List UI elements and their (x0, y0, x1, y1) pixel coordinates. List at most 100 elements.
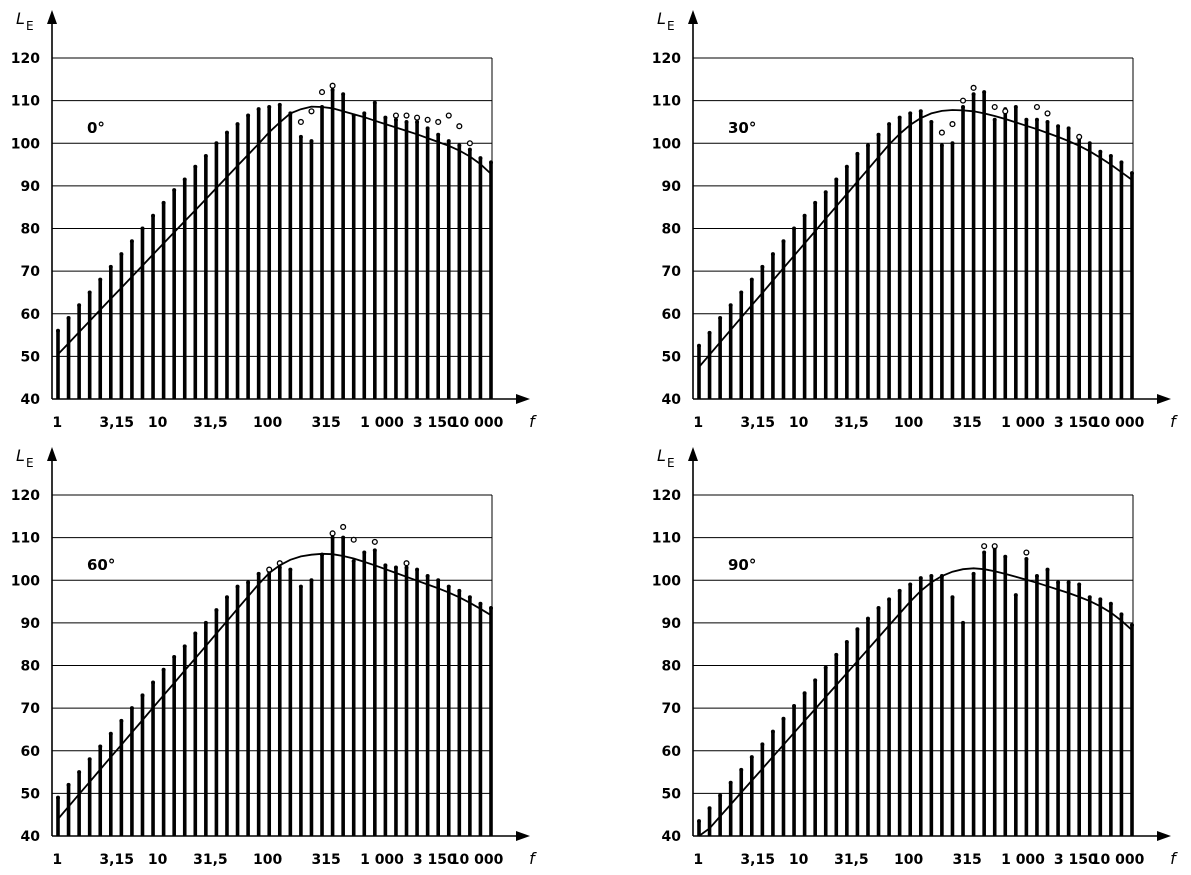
bar (151, 215, 155, 399)
bar-cap (1056, 124, 1061, 129)
open-circle-point (308, 108, 315, 115)
y-tick-label: 80 (21, 222, 41, 238)
bar-cap (844, 640, 849, 645)
bar-cap (129, 239, 134, 244)
bar (1077, 584, 1081, 836)
y-tick-label: 50 (662, 349, 682, 365)
angle-annotation: 60° (87, 556, 115, 574)
open-circle-point (318, 89, 326, 96)
bar (961, 107, 965, 400)
bar (225, 597, 229, 836)
bar-cap (697, 819, 701, 824)
bar-cap (235, 584, 240, 589)
bar (1035, 119, 1039, 400)
bar (256, 109, 261, 400)
bar (193, 166, 198, 399)
bar (1066, 582, 1071, 836)
x-tick-label: 10 000 (1091, 852, 1145, 868)
bar (130, 241, 134, 399)
bar-cap (478, 156, 483, 161)
bar (394, 567, 398, 836)
open-circle-point (403, 560, 410, 567)
bar-cap (467, 147, 472, 152)
bar (802, 215, 807, 399)
open-circle-point (371, 538, 378, 545)
bar-cap (129, 706, 134, 711)
bar-cap (66, 316, 71, 321)
bar-cap (1034, 117, 1039, 122)
x-axis-arrow (516, 831, 530, 841)
bar-cap (140, 226, 145, 231)
bar-cap (151, 213, 156, 218)
open-circle-point (1002, 108, 1009, 115)
bar-cap (383, 115, 388, 120)
bar-cap (224, 595, 229, 600)
bar (802, 693, 807, 836)
bar-cap (823, 190, 828, 195)
bar (834, 654, 839, 836)
bar (109, 266, 113, 399)
bar (277, 567, 282, 836)
bar (728, 305, 733, 399)
bar (739, 769, 744, 836)
x-tick-label: 100 (253, 415, 282, 431)
bar-cap (1108, 601, 1113, 606)
bar (478, 158, 483, 399)
bar (1035, 575, 1039, 836)
bar-cap (802, 691, 807, 696)
bar-cap (309, 139, 314, 144)
bar-cap (330, 535, 335, 540)
x-tick-label: 10 (148, 415, 168, 431)
bar-cap (1098, 597, 1103, 602)
fitted-curve (698, 109, 1133, 368)
bar-cap (383, 563, 388, 568)
bar (1098, 151, 1103, 399)
bar (887, 599, 891, 836)
bar-cap (288, 567, 293, 572)
bar (404, 567, 409, 836)
y-axis-label-sub: E (26, 19, 34, 33)
y-tick-label: 60 (662, 744, 682, 760)
bar (697, 345, 701, 399)
bar-cap (457, 588, 462, 593)
x-tick-label: 1 000 (1001, 415, 1045, 431)
bar (351, 115, 356, 399)
bar-cap (728, 780, 733, 785)
bar-cap (467, 595, 472, 600)
y-tick-label: 90 (21, 179, 41, 195)
bar-cap (982, 90, 987, 95)
bar-cap (1119, 612, 1124, 617)
x-tick-label: 10 (789, 415, 809, 431)
bar (961, 622, 965, 836)
x-tick-label: 1 000 (360, 852, 404, 868)
y-tick-label: 110 (11, 94, 40, 110)
bar-cap (908, 582, 913, 587)
angle-annotation: 30° (728, 119, 756, 137)
bar (235, 124, 240, 399)
bar (362, 552, 367, 836)
bar-cap (792, 703, 797, 708)
open-circle-point (350, 536, 357, 543)
bar-cap (918, 109, 923, 114)
bar-cap (834, 652, 839, 657)
bar-cap (1013, 593, 1018, 598)
bar (918, 111, 923, 399)
bar (214, 610, 219, 836)
bar (918, 578, 923, 836)
bar (341, 537, 345, 836)
bar (823, 667, 828, 836)
bar-cap (330, 87, 335, 92)
bar-cap (718, 793, 723, 798)
y-tick-label: 120 (652, 51, 681, 67)
open-circle-point (991, 103, 998, 111)
bar (1014, 595, 1018, 836)
open-circle-point (414, 114, 421, 121)
chart-panel-1: 40 50 60 70 80 90 100 110 120 1 3,15 10 31,5 100 315 1 … (652, 9, 1178, 431)
bar (204, 156, 208, 399)
bar (341, 94, 345, 399)
angle-annotation: 0° (87, 119, 105, 137)
bar-cap (855, 151, 860, 156)
bar-cap (908, 111, 913, 116)
bar (351, 561, 356, 836)
